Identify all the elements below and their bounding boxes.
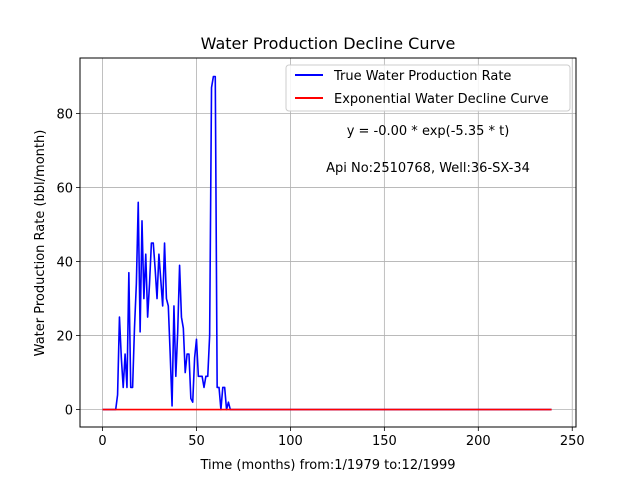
x-tick-label: 250: [560, 434, 585, 449]
x-tick-label: 50: [188, 434, 205, 449]
equation-annotation: y = -0.00 * exp(-5.35 * t): [347, 124, 510, 139]
well-annotation: Api No:2510768, Well:36-SX-34: [326, 161, 530, 176]
ticks: 0 50 100 150 200 250 0 20 40 60 80: [56, 108, 584, 449]
legend-label-exponential: Exponential Water Decline Curve: [334, 92, 549, 107]
legend-label-true-rate: True Water Production Rate: [333, 69, 511, 84]
x-tick-label: 0: [98, 434, 106, 449]
y-tick-label: 60: [56, 182, 73, 197]
y-tick-label: 80: [56, 108, 73, 123]
x-axis-label: Time (months) from:1/1979 to:12/1999: [199, 458, 455, 473]
x-tick-label: 150: [372, 434, 397, 449]
series-layer: [102, 75, 552, 411]
y-axis-label: Water Production Rate (bbl/month): [33, 130, 48, 357]
legend: True Water Production Rate Exponential W…: [285, 64, 571, 112]
y-tick-label: 20: [56, 330, 73, 345]
x-tick-label: 100: [278, 434, 303, 449]
chart-title: Water Production Decline Curve: [201, 34, 456, 53]
series-true-water-production-rate: [102, 75, 552, 411]
y-tick-label: 0: [65, 404, 73, 419]
grid: [80, 58, 576, 427]
y-tick-label: 40: [56, 256, 73, 271]
x-tick-label: 200: [466, 434, 491, 449]
plot-frame: [79, 57, 577, 428]
legend-box: [285, 64, 571, 112]
